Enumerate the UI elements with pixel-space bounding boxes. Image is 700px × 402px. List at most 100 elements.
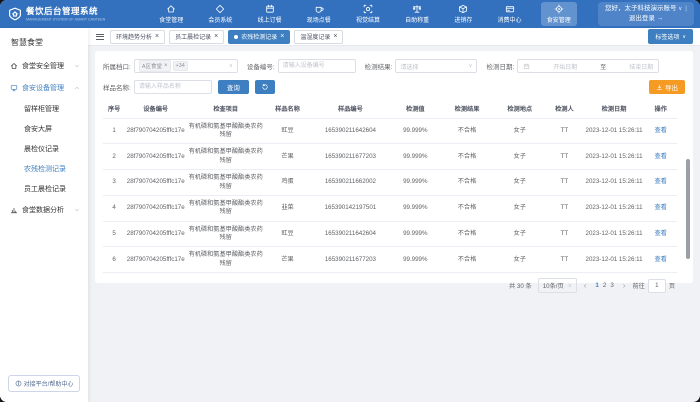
main-area: 环境趋势分析 × 员工晨检记录 × 农残检测记录 × 温湿度记录 × 标签选项 ∨ 所属档口:… (88, 28, 700, 402)
home-icon (10, 62, 18, 70)
nav-item-visual-checkout[interactable]: 视觉结算 (350, 2, 386, 26)
view-link[interactable]: 查看 (654, 255, 667, 263)
prev-page-button[interactable]: ‹ (583, 281, 587, 291)
table-row: 1 28f790704205fffc17e 有机磷和氨基甲酸酯类农药残留 豇豆 1653… (103, 118, 677, 145)
nav-item-weighing[interactable]: 自助称重 (399, 2, 435, 26)
pagination: 共 30 条 10条/页 ∨ ‹ 123 › 前往 页 (103, 278, 685, 294)
cell-device: 28f790704205fffc17e (125, 169, 187, 196)
tab[interactable]: 环境趋势分析 × (110, 29, 166, 44)
nav-item-label: 线上订餐 (257, 18, 282, 24)
device-input[interactable] (277, 59, 356, 73)
tag-close-icon[interactable]: × (163, 63, 168, 69)
nav-item-consumption[interactable]: 消费中心 (492, 2, 528, 26)
nav-item-online-order[interactable]: 线上订餐 (252, 2, 288, 26)
table-header-row: 序号 设备编号 检查项目 样品名称 样品编号 检测值 检测结果 检测地点 检测人 检测日期 操作 (103, 102, 677, 119)
nav-item-label: 视觉结算 (355, 18, 380, 24)
cell-person: TT (545, 118, 584, 145)
close-icon[interactable]: × (333, 33, 338, 40)
view-link[interactable]: 查看 (654, 229, 667, 237)
close-icon[interactable]: × (280, 33, 285, 40)
column-header: 序号 (103, 102, 126, 119)
page-button[interactable]: 3 (610, 282, 614, 290)
cell-code: 165390211662002 (309, 169, 391, 196)
calendar-icon (523, 63, 530, 70)
cell-item: 有机磷和氨基甲酸酯类农药残留 (186, 246, 266, 274)
search-button[interactable]: 查询 (217, 80, 249, 94)
logo-icon (8, 7, 22, 21)
sidebar-group[interactable]: 食堂安全管理 (0, 55, 88, 77)
stall-tag: A区食堂 × (138, 60, 171, 72)
column-header: 检测结果 (439, 102, 495, 119)
page-button[interactable]: 2 (602, 282, 607, 290)
sidebar-item-sub[interactable]: 员工晨检记录 (24, 186, 66, 193)
close-icon[interactable]: × (155, 33, 160, 40)
results-table: 序号 设备编号 检查项目 样品名称 样品编号 检测值 检测结果 检测地点 检测人 检测日期 操作 1… (103, 102, 677, 274)
hamburger-icon[interactable] (95, 30, 105, 43)
cell-place: 女子 (494, 195, 546, 222)
cell-name: 豇豆 (265, 118, 310, 145)
sidebar-group[interactable]: 食安设备管理 (0, 77, 88, 99)
column-header: 检查项目 (186, 102, 266, 119)
stall-more-tag: +34 (172, 61, 188, 71)
nav-item-member[interactable]: 会员系统 (202, 2, 238, 26)
table-scrollbar (686, 151, 690, 259)
stall-select[interactable]: A区食堂 × +34 ∨ (133, 59, 238, 73)
sidebar-item-sub[interactable]: 食安大屏 (24, 126, 52, 133)
nav-item-onsite-order[interactable]: 现场点餐 (301, 2, 337, 26)
goto-page-input[interactable] (647, 278, 666, 293)
next-page-button[interactable]: › (622, 281, 626, 291)
table-body: 1 28f790704205fffc17e 有机磷和氨基甲酸酯类农药残留 豇豆 1653… (103, 118, 677, 274)
cell-result: 不合格 (439, 118, 495, 145)
nav-item-canteen[interactable]: 食堂管理 (153, 2, 189, 26)
view-link[interactable]: 查看 (654, 178, 667, 186)
tab[interactable]: 温湿度记录 × (294, 29, 344, 44)
sidebar-group[interactable]: 食堂数据分析 (0, 199, 88, 221)
view-link[interactable]: 查看 (654, 204, 667, 212)
scrollbar-thumb[interactable] (686, 159, 690, 259)
tab-label: 温湿度记录 (300, 35, 331, 41)
sidebar-item-sub[interactable]: 留样柜管理 (24, 106, 59, 113)
nav-item-food-safety[interactable]: 食安管理 (540, 2, 577, 26)
user-menu[interactable]: 您好，太子科技演示账号 ∨ | 退出登录 → (597, 2, 694, 26)
tab[interactable]: 员工晨检记录 × (169, 29, 225, 44)
date-range-picker[interactable]: 开始日期 至 结束日期 (517, 59, 660, 73)
cell-name: 韭菜 (265, 195, 310, 222)
page-button[interactable]: 1 (595, 282, 599, 290)
sample-input[interactable] (133, 80, 212, 94)
logout-button[interactable]: 退出登录 → (628, 15, 664, 22)
close-icon[interactable]: × (214, 33, 219, 40)
device-label: 设备编号: (246, 64, 275, 71)
view-link[interactable]: 查看 (654, 152, 667, 160)
tab-label: 农残检测记录 (241, 35, 278, 41)
onsite-order-icon (314, 4, 324, 14)
nav-item-inventory[interactable]: 进销存 (448, 2, 478, 26)
cell-code: 165390211677203 (309, 143, 391, 171)
cell-device: 28f790704205fffc17e (125, 221, 187, 248)
tag-options-button[interactable]: 标签选项 ∨ (648, 29, 693, 44)
filter-row-2: 样品名称: 查询 导出 (103, 80, 685, 94)
result-select[interactable]: 请选择 ∨ (395, 59, 478, 73)
date-label: 检测日期: (486, 64, 515, 71)
cell-person: TT (545, 195, 584, 222)
view-link[interactable]: 查看 (654, 126, 667, 134)
cell-date: 2023-12-01 15:26:11 (583, 195, 645, 222)
app-subtitle: MANAGEMENT SYSTEM OF SMART CANTEEN (26, 17, 106, 23)
chevron-down-icon: ∨ (682, 33, 686, 40)
chevron-down-icon: ∨ (678, 6, 683, 13)
cell-date: 2023-12-01 15:26:11 (583, 246, 645, 274)
tab-active[interactable]: 农残检测记录 × (228, 29, 291, 44)
filter-row-1: 所属档口: A区食堂 × +34 ∨ 设备编号: 检测结果: (103, 59, 685, 73)
sidebar-title: 智慧食堂 (11, 38, 43, 47)
export-button[interactable]: 导出 (649, 80, 685, 94)
page-size-select[interactable]: 10条/页 ∨ (537, 278, 577, 294)
cell-person: TT (545, 246, 584, 274)
info-icon (15, 380, 22, 387)
cell-result: 不合格 (439, 246, 495, 274)
inventory-icon (458, 4, 468, 14)
user-greeting[interactable]: 您好，太子科技演示账号 ∨ | (604, 5, 687, 13)
sidebar-item-sub[interactable]: 晨检仪记录 (24, 146, 59, 153)
sidebar-item-active[interactable]: 农残检测记录 (24, 166, 66, 173)
refresh-button[interactable] (254, 80, 275, 94)
platform-help-button[interactable]: 对接平台/帮助中心 (8, 375, 80, 392)
cell-value: 99.999% (390, 143, 440, 171)
